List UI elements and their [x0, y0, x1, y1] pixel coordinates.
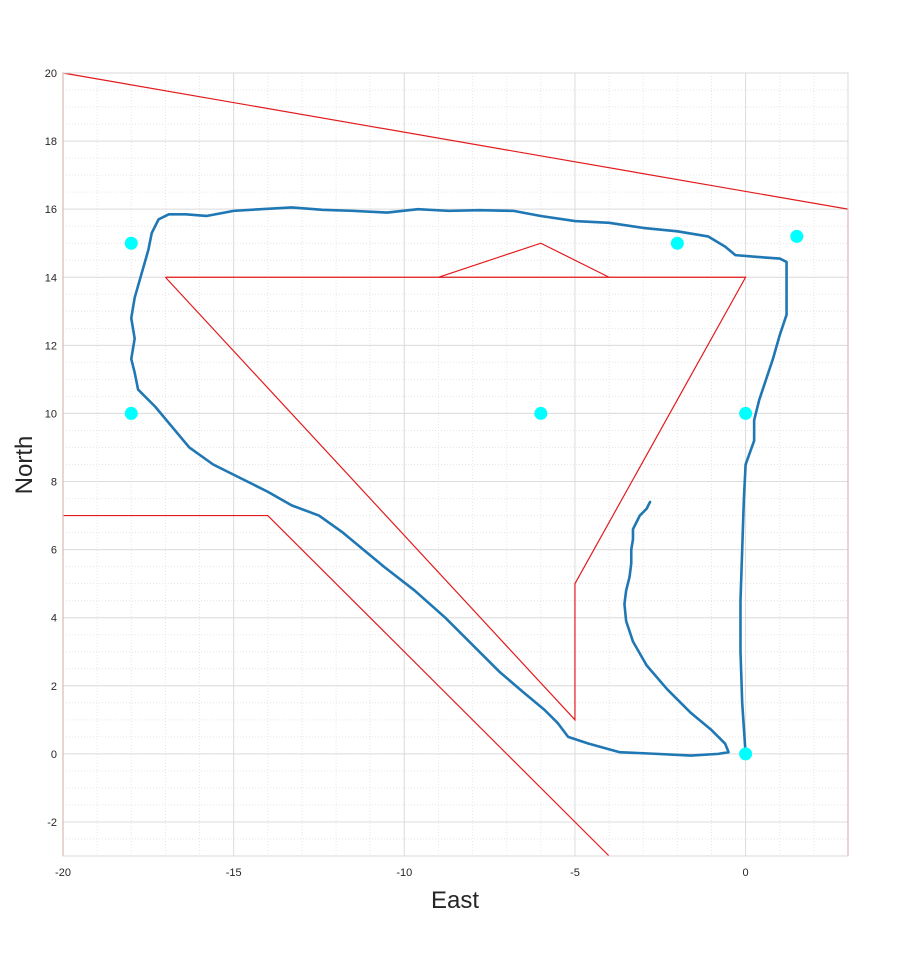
y-tick-label: 0	[51, 749, 57, 761]
y-tick-label: 18	[45, 136, 57, 148]
boundary-line-2	[164, 276, 747, 722]
y-tick-labels: -2 0 2 4 6 8 10 12 14 16 18 20	[45, 68, 57, 829]
waypoint-marker	[124, 406, 138, 420]
waypoint-marker	[124, 236, 138, 250]
waypoint-marker	[790, 229, 804, 243]
y-axis-label: North	[11, 436, 38, 495]
major-grid	[62, 72, 848, 856]
y-tick-label: 16	[45, 204, 57, 216]
x-axis-label: East	[431, 887, 479, 914]
boundary-line-3	[438, 242, 610, 278]
boundary-line-4	[63, 514, 610, 857]
y-tick-label: 12	[45, 340, 57, 352]
y-tick-label: 20	[45, 68, 57, 80]
plot-frame	[62, 72, 849, 857]
waypoint-markers	[124, 229, 804, 761]
waypoint-marker	[534, 406, 548, 420]
y-tick-label: 14	[45, 272, 57, 284]
x-tick-labels: -20 -15 -10 -5 0	[55, 867, 749, 879]
x-tick-label: -5	[570, 867, 580, 879]
x-tick-label: 0	[743, 867, 749, 879]
waypoint-marker	[670, 236, 684, 250]
trajectory-layer	[129, 206, 788, 757]
x-tick-label: -20	[55, 867, 71, 879]
x-tick-label: -15	[226, 867, 242, 879]
y-tick-label: -2	[47, 817, 57, 829]
y-tick-label: 6	[51, 545, 57, 557]
y-tick-label: 10	[45, 408, 57, 420]
waypoint-marker	[739, 406, 753, 420]
waypoint-marker	[739, 747, 753, 761]
y-tick-label: 8	[51, 477, 57, 489]
y-tick-label: 4	[51, 613, 57, 625]
x-tick-label: -10	[396, 867, 412, 879]
trajectory-line	[129, 206, 788, 757]
y-tick-label: 2	[51, 681, 57, 693]
